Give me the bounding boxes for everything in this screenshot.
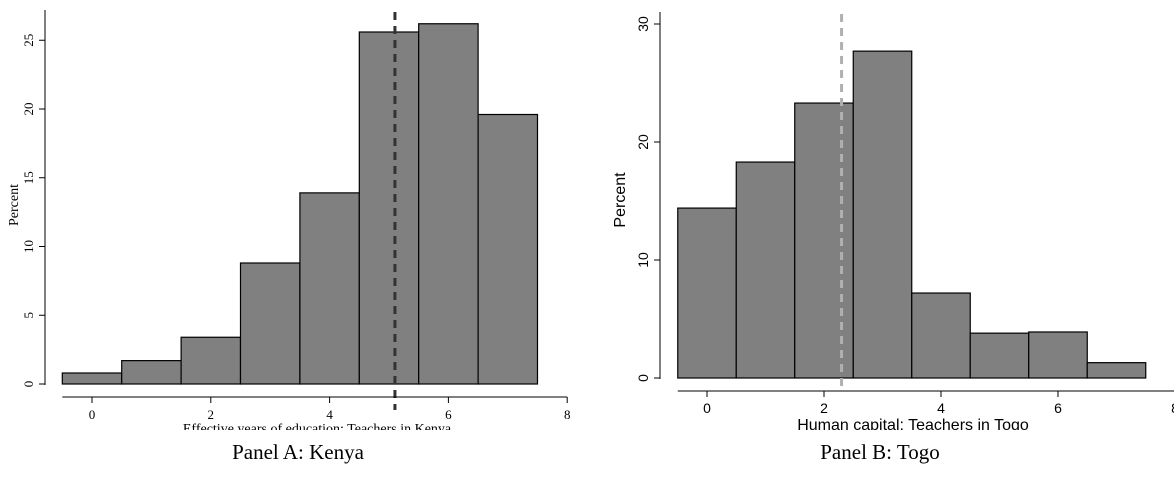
y-ticks-panel-a: 0 5 10 15 20 25	[21, 34, 45, 388]
x-tick-label: 0	[89, 407, 96, 422]
x-tick-label: 2	[208, 407, 215, 422]
panel-caption-b: Panel B: Togo	[820, 440, 940, 464]
histogram-bar	[1028, 331, 1088, 379]
bars-panel-b	[677, 50, 1147, 379]
x-tick-label: 2	[820, 400, 828, 416]
x-axis-label-panel-b: Human capital: Teachers in Togo	[797, 417, 1029, 430]
y-tick-label: 0	[635, 374, 651, 382]
y-tick-label: 5	[21, 312, 36, 319]
histogram-bar	[180, 336, 242, 385]
histogram-bar	[677, 207, 737, 379]
histogram-bar	[794, 102, 854, 379]
x-tick-label: 0	[703, 400, 711, 416]
y-tick-label: 10	[635, 252, 651, 268]
x-tick-label: 4	[937, 400, 945, 416]
histogram-bar	[969, 332, 1030, 379]
bars-panel-a	[61, 23, 539, 385]
histogram-bar	[911, 292, 971, 379]
x-ticks-panel-a: 0 2 4 6 8	[89, 397, 571, 422]
y-tick-label: 20	[21, 103, 36, 116]
x-tick-label: 6	[445, 407, 452, 422]
y-tick-label: 20	[635, 134, 651, 150]
histogram-bar	[852, 50, 913, 379]
y-ticks-panel-b: 0 10 20 30	[635, 16, 660, 382]
y-tick-label: 30	[635, 16, 651, 32]
x-tick-label: 8	[564, 407, 571, 422]
x-tick-label: 6	[1054, 400, 1062, 416]
x-axis-label-panel-a: Effective years of education: Teachers i…	[183, 422, 452, 430]
histogram-bar	[239, 262, 301, 385]
chart-panel-b: 0 10 20 30 0 2 4 6 8 Percent Human capital: Tea…	[612, 12, 1174, 430]
y-tick-label: 10	[21, 240, 36, 253]
histogram-bar	[61, 372, 123, 385]
histogram-bar	[121, 360, 182, 385]
histogram-bar	[1086, 362, 1147, 379]
x-tick-label: 8	[1171, 400, 1174, 416]
chart-panel-a: 0 5 10 15 20 25 0 2 4 6 8 Percent Effective years…	[7, 10, 571, 430]
histogram-bar	[358, 31, 420, 385]
x-tick-label: 4	[326, 407, 333, 422]
histogram-bar	[299, 192, 360, 385]
y-axis-label-panel-b: Percent	[612, 172, 629, 228]
panel-caption-a: Panel A: Kenya	[232, 440, 364, 464]
y-tick-label: 15	[21, 171, 36, 184]
histogram-bar	[477, 113, 539, 385]
histogram-bar	[418, 23, 479, 385]
x-ticks-panel-b: 0 2 4 6 8	[703, 391, 1174, 416]
y-axis-label-panel-a: Percent	[7, 184, 22, 226]
y-tick-label: 0	[21, 381, 36, 388]
y-tick-label: 25	[21, 34, 36, 47]
histogram-bar	[735, 161, 796, 379]
